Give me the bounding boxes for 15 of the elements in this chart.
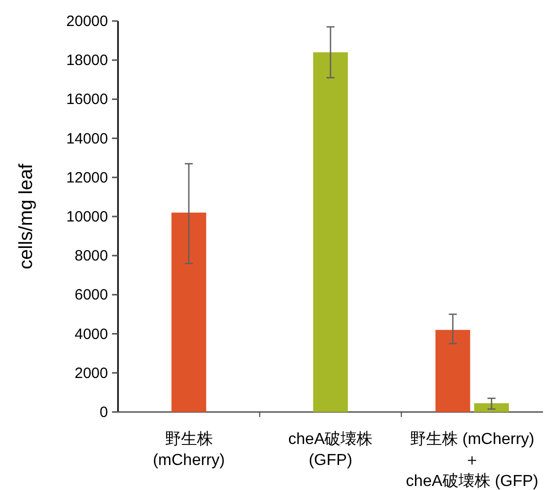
x-tick-label: 野生株 (mCherry) ＋ cheA破壊株 (GFP) [406,430,538,490]
y-tick-label: 2000 [74,364,108,382]
y-tick-label: 4000 [74,326,108,343]
y-tick-label: 12000 [66,169,108,186]
y-tick-label: 14000 [66,130,108,148]
y-tick-label: 16000 [66,91,108,108]
y-axis-title: cells/mg leaf [16,162,37,270]
y-tick-label: 10000 [66,208,108,226]
y-tick-label: 6000 [74,286,108,304]
y-tick-label: 18000 [66,52,108,70]
x-tick-label: 野生株 (mCherry) [152,430,225,469]
x-tick-label: cheA破壊株 (GFP) [288,430,373,469]
y-tick-label: 0 [100,404,108,421]
y-tick-label: 8000 [74,248,108,265]
y-tick-label: 20000 [66,13,108,30]
